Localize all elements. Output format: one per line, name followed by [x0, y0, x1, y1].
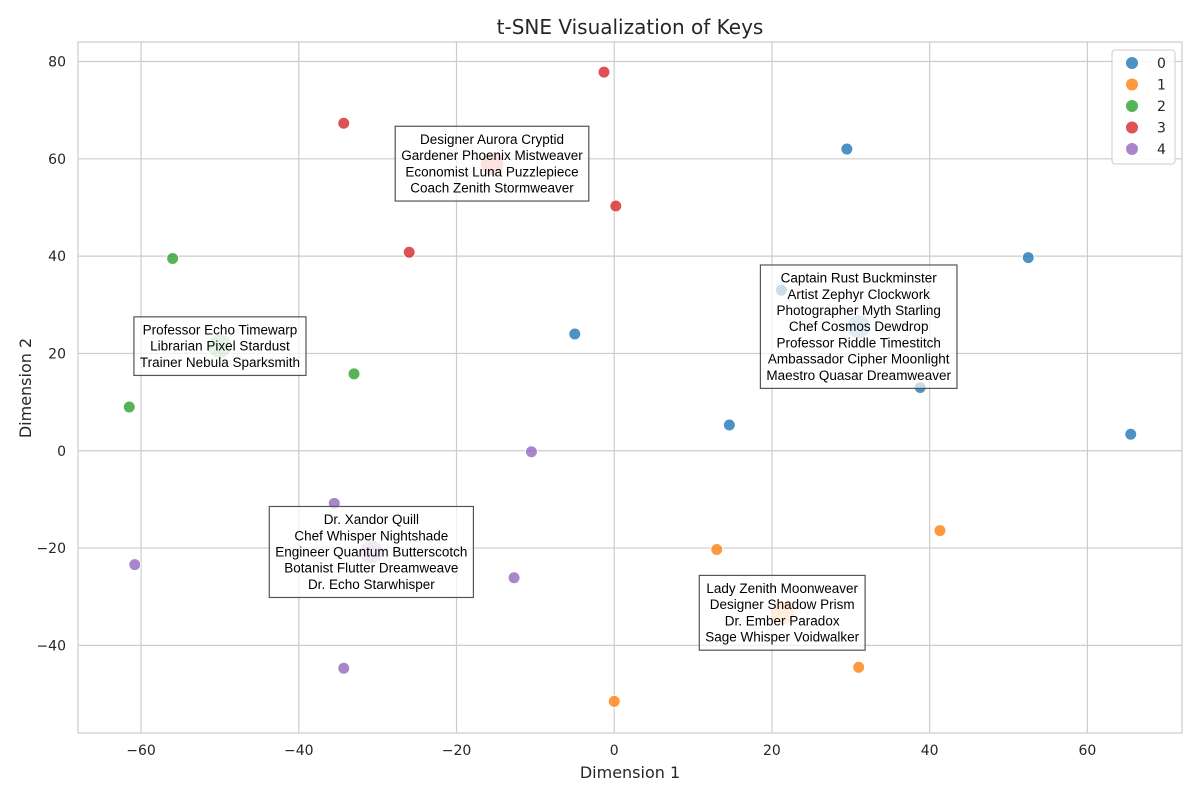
- y-tick-label: 60: [48, 152, 66, 168]
- annotation-line: Chef Whisper Nightshade: [294, 528, 448, 543]
- legend-label: 2: [1157, 99, 1166, 115]
- x-tick-label: 40: [921, 743, 939, 759]
- annotation-line: Economist Luna Puzzlepiece: [405, 164, 578, 179]
- annotation-line: Dr. Xandor Quill: [324, 512, 419, 527]
- x-tick-label: 20: [763, 743, 781, 759]
- annotation-line: Captain Rust Buckminster: [781, 271, 938, 286]
- data-point: [609, 199, 623, 213]
- annotation-line: Professor Riddle Timestitch: [777, 335, 941, 350]
- x-tick-label: −60: [126, 743, 156, 759]
- annotation-line: Chef Cosmos Dewdrop: [789, 319, 929, 334]
- annotation-line: Ambassador Cipher Moonlight: [768, 352, 950, 367]
- annotation-frame: [394, 125, 590, 202]
- y-axis-label: Dimension 2: [16, 338, 35, 438]
- legend-label: 3: [1157, 121, 1166, 137]
- annotation-line: Botanist Flutter Dreamweave: [284, 561, 458, 576]
- x-axis-label: Dimension 1: [580, 763, 680, 782]
- data-point: [710, 543, 724, 557]
- data-point: [122, 400, 136, 414]
- annotation-line: Sage Whisper Voidwalker: [705, 630, 859, 645]
- data-point: [852, 660, 866, 674]
- annotation-frame: [759, 264, 958, 389]
- chart-title: t-SNE Visualization of Keys: [497, 15, 764, 39]
- x-tick-label: −40: [284, 743, 314, 759]
- data-point: [722, 418, 736, 432]
- data-point: [1021, 251, 1035, 265]
- annotation-line: Engineer Quantum Butterscotch: [275, 545, 467, 560]
- annotation-line: Lady Zenith Moonweaver: [706, 581, 858, 596]
- legend-marker: [1126, 143, 1138, 155]
- data-point: [166, 252, 180, 266]
- data-point: [524, 445, 538, 459]
- annotation-line: Dr. Echo Starwhisper: [308, 577, 435, 592]
- y-tick-label: 80: [48, 54, 66, 70]
- y-tick-labels: −40 −20 0 20 40 60 80: [36, 54, 66, 654]
- annotation-frame: [133, 316, 307, 377]
- legend-label: 4: [1157, 142, 1166, 158]
- data-point: [1124, 427, 1138, 441]
- x-tick-label: 60: [1078, 743, 1096, 759]
- plot-area: [77, 41, 1183, 734]
- annotation-line: Professor Echo Timewarp: [143, 322, 298, 337]
- annotation-line: Coach Zenith Stormweaver: [410, 180, 574, 195]
- annotation-box: Professor Echo Timewarp Librarian Pixel S…: [133, 316, 307, 377]
- data-point: [337, 116, 351, 130]
- annotation-line: Photographer Myth Starling: [777, 303, 941, 318]
- annotation-line: Artist Zephyr Clockwork: [787, 287, 930, 302]
- annotation-line: Trainer Nebula Sparksmith: [140, 355, 300, 370]
- data-point: [337, 661, 351, 675]
- legend-marker: [1126, 57, 1138, 69]
- y-tick-label: 20: [48, 346, 66, 362]
- y-tick-label: −20: [36, 541, 66, 557]
- x-tick-label: −20: [442, 743, 472, 759]
- annotation-line: Dr. Ember Paradox: [725, 613, 840, 628]
- annotation-frame: [268, 505, 475, 599]
- legend-label: 0: [1157, 56, 1166, 72]
- data-point: [607, 694, 621, 708]
- y-tick-label: 0: [57, 444, 66, 460]
- legend-marker: [1126, 121, 1138, 134]
- legend-frame: [1111, 49, 1176, 165]
- annotation-frame: [698, 574, 866, 651]
- data-point: [568, 327, 582, 341]
- data-point: [507, 571, 521, 585]
- annotation-line: Designer Shadow Prism: [710, 597, 855, 612]
- annotation-line: Gardener Phoenix Mistweaver: [401, 148, 583, 163]
- annotation-line: Librarian Pixel Stardust: [150, 339, 290, 354]
- annotation-line: Maestro Quasar Dreamweaver: [766, 368, 951, 383]
- annotation-line: Designer Aurora Cryptid: [420, 132, 564, 147]
- data-point: [933, 524, 947, 538]
- x-tick-label: 0: [610, 743, 619, 759]
- data-point: [402, 245, 416, 259]
- legend: 0 1 2 3 4: [1111, 49, 1176, 165]
- data-point: [347, 367, 361, 381]
- y-tick-label: 40: [48, 249, 66, 265]
- data-point: [597, 65, 611, 79]
- legend-label: 1: [1157, 78, 1166, 94]
- data-point: [128, 558, 142, 572]
- x-tick-labels: −60 −40 −20 0 20 40 60: [126, 743, 1096, 759]
- data-point: [840, 142, 854, 156]
- legend-marker: [1126, 100, 1138, 112]
- legend-marker: [1126, 78, 1138, 91]
- y-tick-label: −40: [36, 638, 66, 654]
